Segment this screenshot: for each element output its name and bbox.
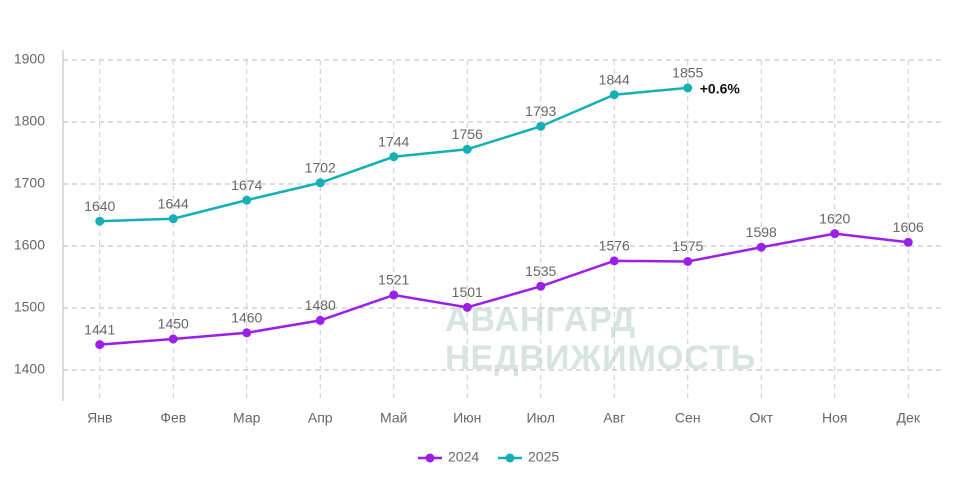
data-label: 1501	[452, 284, 483, 300]
data-label: 1575	[672, 238, 703, 254]
legend-marker	[505, 453, 515, 463]
x-tick-label: Авг	[603, 410, 625, 426]
point	[95, 216, 105, 226]
x-tick-label: Сен	[675, 410, 701, 426]
watermark: АВАНГАРД	[445, 301, 636, 339]
point	[462, 302, 472, 312]
data-label: 1620	[819, 210, 850, 226]
data-label: 1756	[452, 126, 483, 142]
data-label: 1598	[746, 224, 777, 240]
point	[903, 237, 913, 247]
point	[315, 178, 325, 188]
y-tick-label: 1600	[14, 237, 45, 253]
x-tick-label: Мар	[233, 410, 261, 426]
annotation: +0.6%	[700, 81, 741, 97]
point	[756, 242, 766, 252]
y-tick-label: 1400	[14, 361, 45, 377]
data-label: 1702	[305, 159, 336, 175]
x-tick-label: Янв	[87, 410, 112, 426]
x-tick-label: Май	[380, 410, 407, 426]
data-label: 1441	[84, 321, 115, 337]
point	[609, 256, 619, 266]
legend-label: 2025	[528, 449, 559, 465]
x-tick-label: Ноя	[822, 410, 847, 426]
data-label: 1450	[158, 316, 189, 332]
data-label: 1640	[84, 198, 115, 214]
series-line	[99, 232, 909, 346]
point	[462, 144, 472, 154]
x-tick-label: Дек	[897, 410, 921, 426]
point	[683, 257, 693, 266]
data-label: 1744	[378, 133, 409, 149]
point	[830, 229, 840, 239]
y-tick-label: 1800	[14, 113, 45, 129]
point	[389, 152, 399, 162]
data-label: 1460	[231, 310, 262, 326]
point	[536, 121, 546, 131]
y-tick-label: 1900	[14, 51, 45, 67]
point	[95, 340, 105, 350]
point	[242, 195, 252, 205]
x-tick-label: Фев	[160, 410, 186, 426]
data-label: 1480	[305, 297, 336, 313]
point	[168, 334, 178, 344]
data-label: 1855	[672, 65, 703, 81]
data-label: 1844	[599, 71, 630, 87]
legend-marker	[425, 453, 435, 463]
x-tick-label: Июн	[453, 410, 481, 426]
data-label: 1644	[158, 195, 189, 211]
data-label: 1576	[599, 238, 630, 254]
x-tick-label: Июл	[527, 410, 555, 426]
y-tick-label: 1700	[14, 175, 45, 191]
data-label: 1606	[893, 219, 924, 235]
data-label: 1521	[378, 272, 409, 288]
point	[242, 328, 252, 338]
data-label: 1674	[231, 177, 262, 193]
point	[683, 83, 693, 93]
x-tick-label: Апр	[308, 410, 333, 426]
x-tick-label: Окт	[749, 410, 773, 426]
y-tick-label: 1500	[14, 299, 45, 315]
point	[168, 214, 178, 224]
data-label: 1793	[525, 103, 556, 119]
point	[389, 290, 399, 300]
point	[609, 90, 619, 100]
legend-label: 2024	[448, 449, 479, 465]
point	[536, 281, 546, 291]
data-label: 1535	[525, 263, 556, 279]
watermark: НЕДВИЖИМОСТЬ	[445, 339, 756, 377]
point	[315, 315, 325, 325]
